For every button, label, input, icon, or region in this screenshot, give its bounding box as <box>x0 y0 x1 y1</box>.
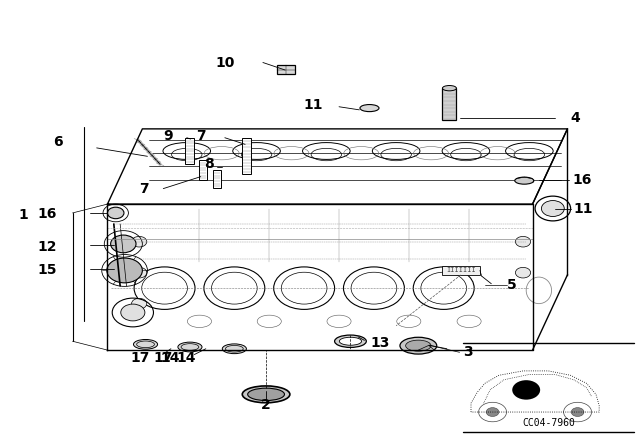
Circle shape <box>572 408 584 417</box>
Ellipse shape <box>121 304 145 321</box>
Text: 5: 5 <box>507 278 517 292</box>
Ellipse shape <box>243 386 290 403</box>
Ellipse shape <box>222 344 246 353</box>
Bar <box>242 138 252 173</box>
Ellipse shape <box>134 340 157 349</box>
Bar <box>442 88 456 120</box>
Circle shape <box>541 201 564 216</box>
Ellipse shape <box>178 342 202 352</box>
Ellipse shape <box>335 335 366 348</box>
Ellipse shape <box>400 337 436 354</box>
Circle shape <box>132 298 147 309</box>
Ellipse shape <box>248 388 284 401</box>
Circle shape <box>132 267 147 278</box>
Circle shape <box>108 207 124 219</box>
Text: 13: 13 <box>371 336 390 349</box>
Text: 2: 2 <box>261 398 271 413</box>
Text: 9: 9 <box>163 129 173 142</box>
Text: 3: 3 <box>463 345 472 359</box>
Circle shape <box>486 408 499 417</box>
Circle shape <box>111 235 136 253</box>
Text: 17: 17 <box>154 351 173 365</box>
Circle shape <box>512 380 540 400</box>
Bar <box>200 160 207 180</box>
Text: 12: 12 <box>37 240 57 254</box>
Ellipse shape <box>360 104 379 112</box>
Ellipse shape <box>406 340 431 351</box>
Text: 1: 1 <box>19 208 28 222</box>
Text: 17: 17 <box>131 351 150 365</box>
Text: 7: 7 <box>139 182 148 197</box>
Text: 10: 10 <box>215 56 234 69</box>
Text: 4: 4 <box>571 111 580 125</box>
Text: 11: 11 <box>303 98 323 112</box>
Bar <box>442 266 480 275</box>
Ellipse shape <box>515 177 534 184</box>
Ellipse shape <box>339 337 362 345</box>
Text: 14: 14 <box>161 351 180 365</box>
Text: 11: 11 <box>574 202 593 216</box>
Text: IIIIIII: IIIIIII <box>446 267 476 273</box>
Text: CC04-7960: CC04-7960 <box>522 418 575 428</box>
Ellipse shape <box>442 86 456 91</box>
Text: 14: 14 <box>177 351 196 365</box>
Bar <box>213 170 221 188</box>
Circle shape <box>107 258 142 283</box>
Text: 7: 7 <box>196 129 206 142</box>
Text: 16: 16 <box>573 173 592 187</box>
Circle shape <box>515 267 531 278</box>
Text: 16: 16 <box>37 207 57 221</box>
Bar <box>277 65 294 74</box>
Text: 6: 6 <box>53 135 63 149</box>
Circle shape <box>132 237 147 247</box>
Bar <box>186 138 195 164</box>
Text: 8: 8 <box>204 157 213 171</box>
Circle shape <box>515 237 531 247</box>
Text: 15: 15 <box>37 263 57 277</box>
